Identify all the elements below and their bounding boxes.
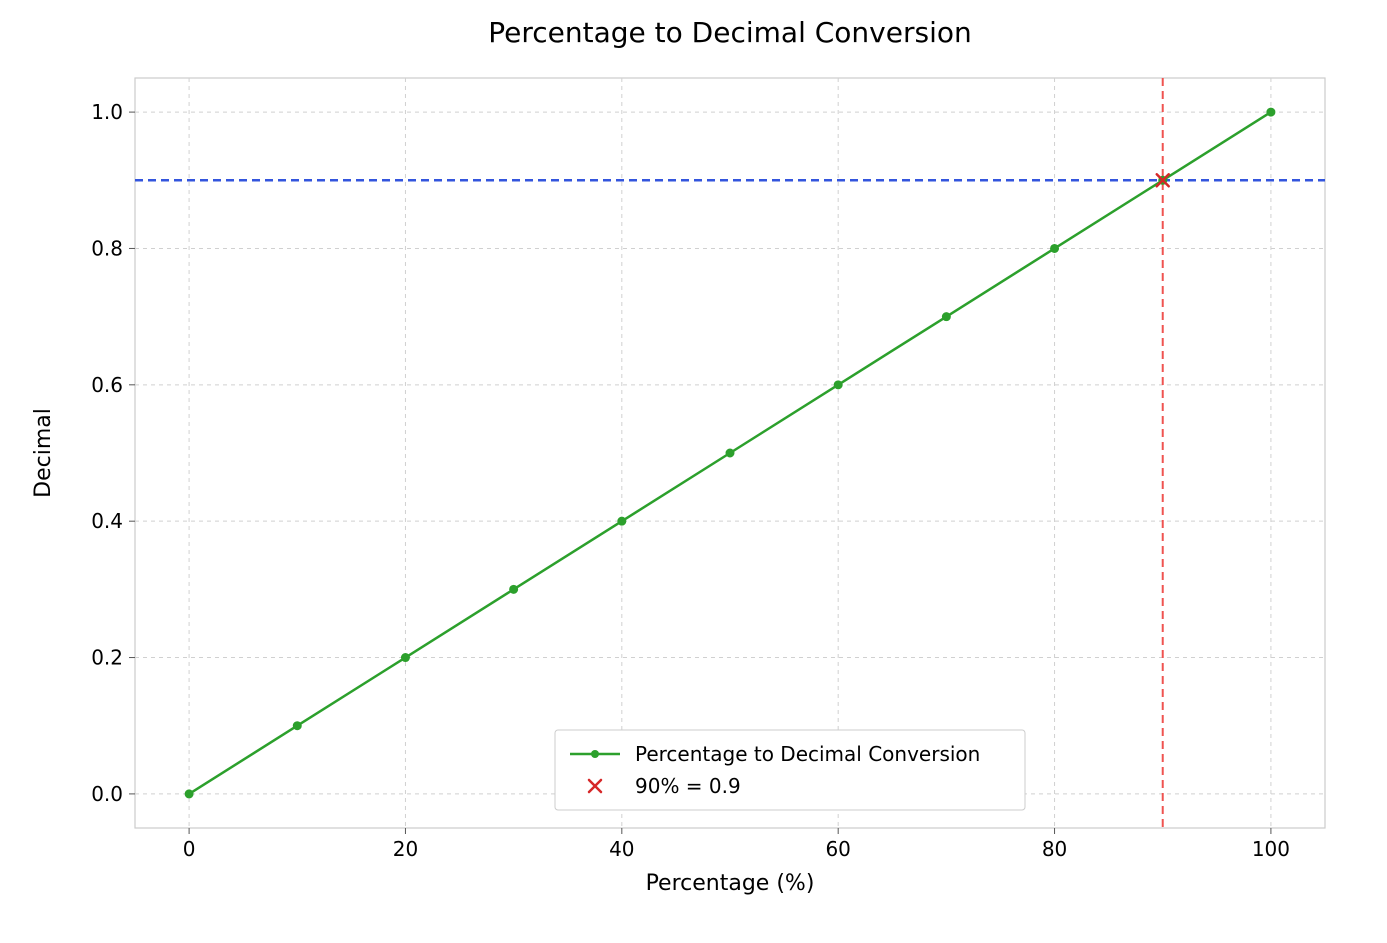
xtick-label: 100 (1252, 837, 1290, 861)
series-marker (618, 517, 626, 525)
xtick-label: 60 (825, 837, 850, 861)
y-axis-label: Decimal (31, 408, 56, 498)
series-marker (1051, 244, 1059, 252)
chart-title: Percentage to Decimal Conversion (488, 16, 971, 49)
legend: Percentage to Decimal Conversion 90% = 0.… (555, 730, 1025, 810)
ytick-label: 0.2 (91, 646, 123, 670)
x-axis-label: Percentage (%) (646, 871, 815, 896)
xtick-label: 80 (1042, 837, 1067, 861)
xtick-label: 40 (609, 837, 634, 861)
xtick-label: 0 (183, 837, 196, 861)
series-marker (834, 381, 842, 389)
chart-svg: 0 20 40 60 80 100 0.0 0.2 0.4 0.6 0.8 1.0 Percentage… (0, 0, 1387, 943)
legend-series-label: Percentage to Decimal Conversion (635, 742, 980, 766)
ytick-label: 0.8 (91, 236, 123, 260)
chart-container: 0 20 40 60 80 100 0.0 0.2 0.4 0.6 0.8 1.0 Percentage… (0, 0, 1387, 943)
ytick-label: 0.6 (91, 373, 123, 397)
series-marker (401, 654, 409, 662)
series-marker (942, 313, 950, 321)
series-marker (1267, 108, 1275, 116)
series-marker (726, 449, 734, 457)
series-marker (293, 722, 301, 730)
legend-highlight-label: 90% = 0.9 (635, 774, 741, 798)
ytick-label: 1.0 (91, 100, 123, 124)
xtick-label: 20 (393, 837, 418, 861)
ytick-label: 0.0 (91, 782, 123, 806)
series-marker (185, 790, 193, 798)
ytick-label: 0.4 (91, 509, 123, 533)
series-marker (510, 585, 518, 593)
legend-series-marker-icon (591, 750, 599, 758)
